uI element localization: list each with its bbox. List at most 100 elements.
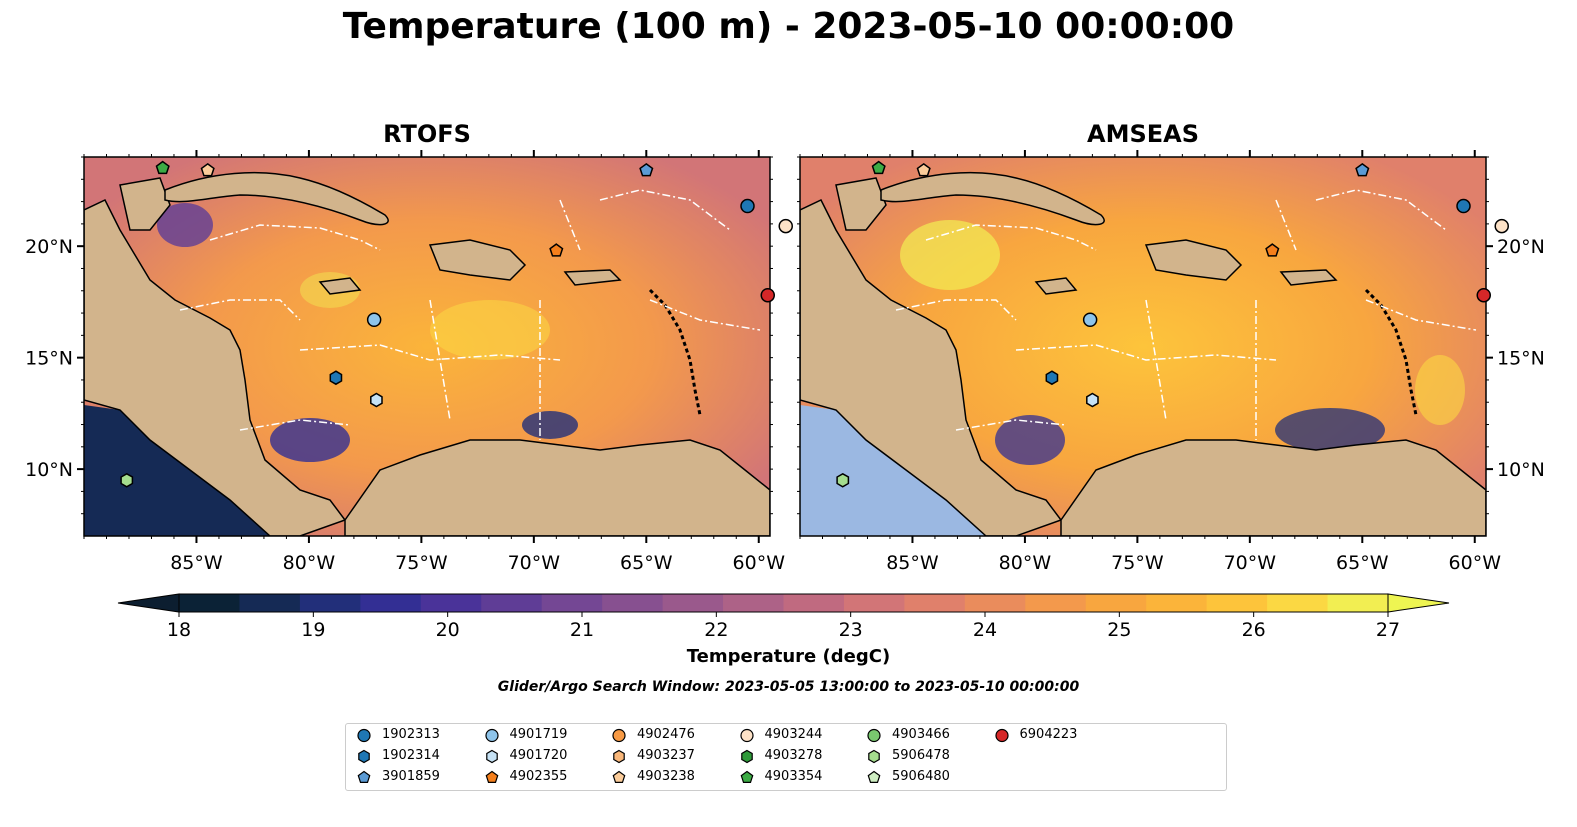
colorbar-segment (420, 594, 482, 612)
lesser-antilles (1364, 288, 1418, 416)
float-marker-4901719[interactable] (1082, 312, 1098, 327)
legend-item-4901720: 4901720 (484, 746, 568, 766)
float-marker-4901720[interactable] (1086, 392, 1099, 408)
colorbar-segment (239, 594, 301, 612)
float-marker-6904223[interactable] (1476, 287, 1492, 303)
float-marker-3901859[interactable] (1355, 162, 1370, 177)
land-cuba (164, 171, 389, 226)
legend-item-4903238: 4903238 (611, 767, 695, 787)
cold-eddy (270, 418, 350, 462)
legend-label: 1902313 (382, 727, 440, 742)
legend-marker-icon (867, 728, 881, 743)
float-marker-4902355[interactable] (1265, 243, 1280, 257)
panel-title-amseas: AMSEAS (1087, 120, 1199, 148)
colorbar-tick-label: 21 (570, 619, 594, 641)
legend-item-1902314: 1902314 (356, 746, 440, 766)
float-marker-4903244[interactable] (778, 218, 793, 234)
float-marker-1902314[interactable] (329, 370, 343, 386)
float-marker-5906478[interactable] (836, 472, 850, 488)
legend-label: 4903278 (764, 748, 823, 763)
legend-label: 3901859 (382, 769, 440, 784)
colorbar-segment (964, 594, 1026, 612)
lon-tick-label: 80°W (999, 552, 1052, 574)
lon-tick-label: 85°W (170, 552, 223, 574)
land-central-america (84, 199, 347, 536)
float-marker-5906478[interactable] (120, 472, 134, 488)
land-hispaniola (1144, 239, 1243, 281)
legend-label: 4903238 (637, 769, 695, 784)
land-south-america (1060, 439, 1486, 536)
lon-tick-label: 65°W (1336, 552, 1389, 574)
legend-marker-icon (739, 728, 754, 743)
float-marker-4903238[interactable] (916, 162, 931, 177)
warm-patch (1415, 355, 1465, 425)
map-amseas[interactable] (800, 157, 1486, 536)
legend-marker-icon (612, 770, 626, 783)
warm-patch (430, 300, 550, 360)
colorbar-segment (1146, 594, 1208, 612)
colorbar-label: Temperature (degC) (686, 646, 891, 667)
colorbar-tick-label: 23 (839, 619, 863, 641)
float-marker-4901719[interactable] (366, 312, 382, 327)
lat-tick-label: 20°N (1497, 236, 1545, 258)
legend-label: 4901719 (509, 727, 568, 742)
float-marker-6904223[interactable] (760, 287, 776, 303)
land-cuba (880, 171, 1105, 226)
colorbar-segment (299, 594, 361, 612)
land-jamaica (318, 277, 362, 295)
lon-tick-label: 70°W (1224, 552, 1277, 574)
cold-eddy (1275, 408, 1385, 452)
float-marker-4903354[interactable] (155, 160, 170, 175)
cold-eddy (522, 411, 578, 439)
legend-item-5906480: 5906480 (866, 767, 950, 787)
legend-label: 5906478 (892, 748, 950, 763)
colorbar-segment (602, 594, 664, 612)
colorbar-tick-label: 18 (167, 619, 191, 641)
legend-item-4903244: 4903244 (739, 725, 822, 745)
legend-marker-icon (612, 728, 626, 743)
legend-label: 4903237 (637, 748, 695, 763)
legend-label: 4902355 (509, 769, 568, 784)
colorbar-tick-label: 27 (1376, 619, 1400, 641)
legend: 1902313 1902314 3901859 4901719 4901720 49023… (345, 723, 1227, 791)
map-frame-right (799, 156, 1487, 537)
legend-label: 4902476 (637, 727, 695, 742)
float-marker-1902313[interactable] (740, 198, 755, 214)
land-yucatan (119, 177, 171, 231)
colorbar-segment (904, 594, 966, 612)
float-marker-4903238[interactable] (200, 162, 215, 177)
float-marker-3901859[interactable] (639, 162, 654, 177)
legend-marker-icon (613, 749, 625, 764)
lon-tick-label: 80°W (283, 552, 336, 574)
float-marker-4903354[interactable] (871, 160, 886, 175)
float-marker-4902355[interactable] (549, 243, 564, 257)
lon-tick-label: 60°W (733, 552, 786, 574)
colorbar-tick-label: 20 (436, 619, 460, 641)
land-puerto-rico (1279, 269, 1338, 286)
map-rtofs[interactable] (84, 157, 770, 536)
legend-marker-icon (994, 728, 1009, 743)
legend-marker-icon (740, 770, 753, 783)
legend-item-4903354: 4903354 (739, 767, 822, 787)
land-hispaniola (428, 239, 527, 281)
legend-marker-icon (485, 749, 498, 764)
land-yucatan (835, 177, 887, 231)
legend-item-4901719: 4901719 (484, 725, 568, 745)
legend-item-4902476: 4902476 (611, 725, 695, 745)
colorbar-segment (360, 594, 422, 612)
float-markers (120, 160, 1509, 488)
float-marker-1902313[interactable] (1456, 198, 1471, 214)
lon-tick-label: 85°W (886, 552, 939, 574)
colorbar-segment (723, 594, 784, 612)
legend-marker-icon (867, 770, 881, 783)
legend-marker-icon (485, 770, 498, 783)
float-marker-1902314[interactable] (1045, 370, 1059, 386)
float-marker-4903244[interactable] (1494, 218, 1509, 234)
colorbar-segment (783, 594, 845, 612)
legend-label: 4901720 (509, 748, 568, 763)
colorbar-tick-label: 22 (704, 619, 728, 641)
land-south-america (344, 439, 770, 536)
colorbar-tick-label: 26 (1242, 619, 1266, 641)
float-marker-4901720[interactable] (370, 392, 383, 408)
colorbar-segment (662, 594, 724, 612)
